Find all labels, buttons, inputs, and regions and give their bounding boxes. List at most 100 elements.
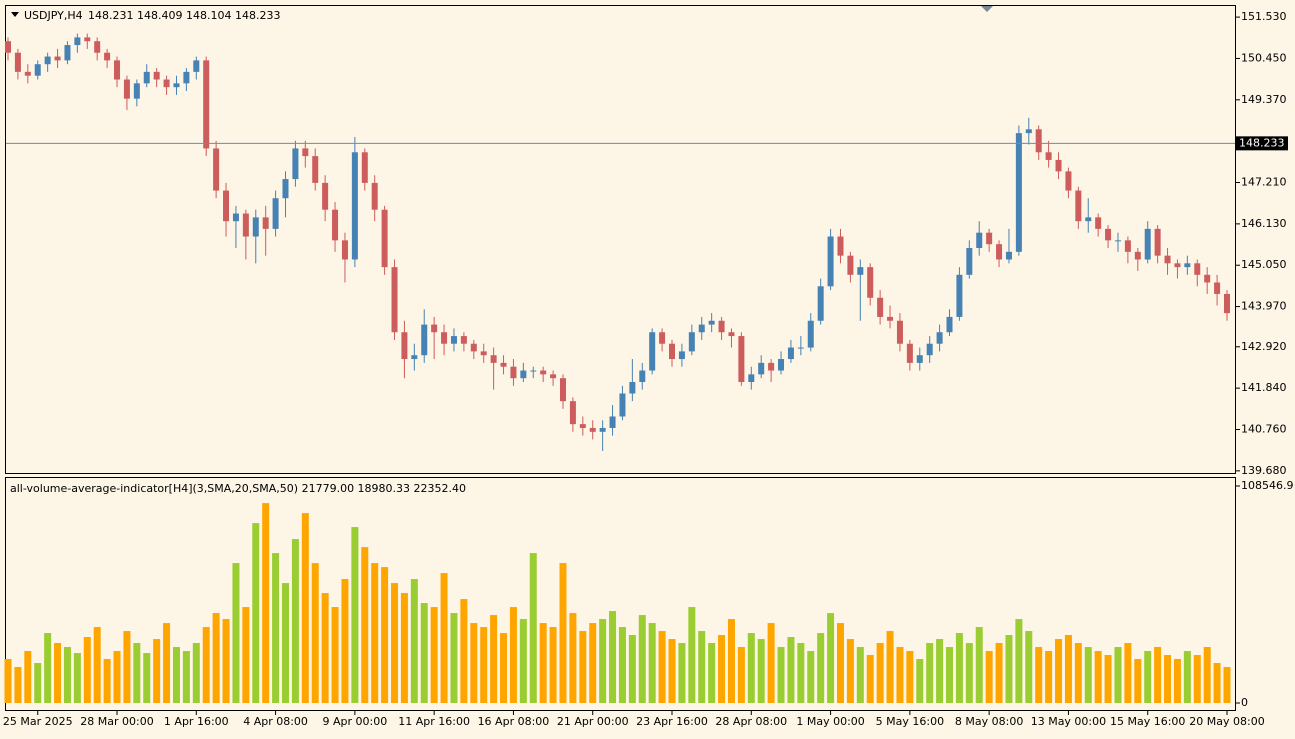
volume-bar <box>450 613 458 703</box>
candle-body <box>1075 190 1082 222</box>
volume-bar <box>391 583 399 703</box>
candle-body <box>203 60 210 149</box>
volume-bar <box>153 639 161 703</box>
symbol: USDJPY,H4 <box>24 9 83 22</box>
x-tick-label: 28 Apr 08:00 <box>715 715 787 728</box>
collapse-icon[interactable] <box>11 12 19 17</box>
candle-body <box>807 320 814 348</box>
candle-body <box>1055 159 1062 172</box>
volume-bar <box>628 635 636 703</box>
volume-bar <box>539 623 547 703</box>
x-tick-label: 20 May 08:00 <box>1189 715 1264 728</box>
volume-bar <box>351 527 359 703</box>
volume-bar <box>212 613 220 703</box>
quote: 148.231 148.409 148.104 148.233 <box>88 9 280 22</box>
x-tick-label: 1 Apr 16:00 <box>164 715 229 728</box>
candle-body <box>837 236 844 256</box>
candle-body <box>847 255 854 275</box>
volume-bar <box>410 579 418 703</box>
candle-body <box>381 209 388 268</box>
candle-body <box>728 332 735 337</box>
shift-marker[interactable] <box>981 6 993 12</box>
volume-bar <box>1134 659 1142 703</box>
volume-bar <box>579 631 587 703</box>
candle-body <box>559 378 566 402</box>
volume-bar <box>281 583 289 703</box>
candle-body <box>619 393 626 417</box>
candle-body <box>1124 240 1131 252</box>
candle-body <box>936 332 943 344</box>
y-tick-label: 149.370 <box>1241 93 1287 106</box>
candle-body <box>1134 251 1141 260</box>
volume-bar <box>272 553 280 703</box>
volume-bar <box>93 627 101 703</box>
candle-body <box>1015 133 1022 252</box>
volume-bar <box>291 539 299 703</box>
x-tick-label: 15 May 16:00 <box>1110 715 1185 728</box>
candle-body <box>74 37 81 46</box>
volume-bar <box>926 643 934 703</box>
candle-body <box>431 324 438 333</box>
volume-bar <box>767 623 775 703</box>
candle-body <box>748 374 755 383</box>
candle-body <box>332 209 339 241</box>
candle-body <box>906 343 913 363</box>
volume-bar <box>688 607 696 703</box>
volume-bar <box>83 637 91 703</box>
candle-body <box>371 182 378 210</box>
candle-body <box>1095 217 1102 229</box>
volume-bar <box>916 659 924 703</box>
x-tick-label: 1 May 00:00 <box>796 715 864 728</box>
x-tick-label: 8 May 08:00 <box>955 715 1023 728</box>
candle-body <box>659 332 666 344</box>
candle-body <box>649 332 656 371</box>
current-price-box <box>1236 136 1288 151</box>
y-tick-label: 143.970 <box>1241 300 1287 313</box>
volume-bar <box>797 643 805 703</box>
candle-body <box>143 71 150 84</box>
volume-bar <box>24 651 32 703</box>
volume-bar <box>896 647 904 703</box>
candle-body <box>827 236 834 287</box>
volume-bar <box>777 647 785 703</box>
volume-bar <box>361 547 369 703</box>
candle-body <box>530 370 537 372</box>
volume-bar <box>123 631 131 703</box>
volume-bar <box>34 663 42 703</box>
volume-bar <box>73 653 81 703</box>
volume-bar <box>430 607 438 703</box>
volume-bar <box>113 651 121 703</box>
volume-bar <box>817 633 825 703</box>
volume-bar <box>559 563 567 703</box>
candle-body <box>312 156 319 183</box>
candle-body <box>252 217 259 237</box>
candle-body <box>24 71 31 76</box>
candle-body <box>946 316 953 333</box>
candle-body <box>64 45 71 61</box>
volume-bar <box>341 579 349 703</box>
volume-bar <box>1064 635 1072 703</box>
volume-bar <box>420 603 428 703</box>
volume-bar <box>371 563 379 703</box>
candle-body <box>698 324 705 333</box>
volume-bar <box>331 607 339 703</box>
candle-body <box>1174 263 1181 268</box>
candle-body <box>153 71 160 80</box>
candle-body <box>441 332 448 344</box>
volume-bar <box>1173 659 1181 703</box>
candle-body <box>421 324 428 356</box>
y-tick-label: 151.530 <box>1241 10 1287 23</box>
volume-bar <box>321 593 329 703</box>
x-tick-label: 23 Apr 16:00 <box>636 715 708 728</box>
volume-bar <box>519 619 527 703</box>
volume-bar <box>737 647 745 703</box>
volume-bar <box>747 633 755 703</box>
y-tick-label: 0 <box>1241 696 1248 709</box>
volume-bar <box>1193 655 1201 703</box>
y-tick-label: 147.210 <box>1241 176 1287 189</box>
volume-bar <box>668 639 676 703</box>
volume-bar <box>1154 647 1162 703</box>
candle-body <box>986 232 993 245</box>
volume-bar <box>172 647 180 703</box>
x-tick-label: 28 Mar 00:00 <box>80 715 153 728</box>
